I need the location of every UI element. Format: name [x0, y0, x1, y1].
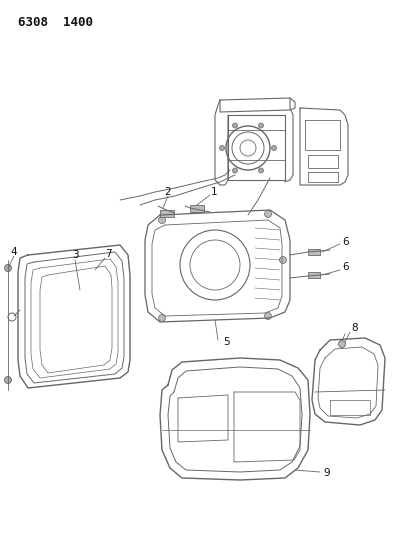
Text: 4: 4 — [11, 247, 17, 257]
Bar — [308, 272, 320, 278]
Circle shape — [4, 376, 11, 384]
Circle shape — [158, 216, 166, 223]
Text: 6308  1400: 6308 1400 — [18, 16, 93, 29]
Circle shape — [339, 341, 346, 348]
Circle shape — [259, 123, 264, 128]
Circle shape — [4, 264, 11, 271]
Bar — [308, 249, 320, 255]
Text: 9: 9 — [324, 468, 330, 478]
Bar — [160, 210, 174, 217]
Circle shape — [8, 313, 16, 321]
Text: 8: 8 — [352, 323, 358, 333]
Bar — [190, 205, 204, 212]
Text: 7: 7 — [105, 249, 111, 259]
Text: 6: 6 — [343, 237, 349, 247]
Text: 2: 2 — [165, 187, 171, 197]
Circle shape — [233, 123, 237, 128]
Text: 1: 1 — [211, 187, 217, 197]
Circle shape — [271, 146, 277, 150]
Text: 5: 5 — [223, 337, 229, 347]
Circle shape — [264, 312, 271, 319]
Text: 6: 6 — [343, 262, 349, 272]
Circle shape — [259, 168, 264, 173]
Circle shape — [264, 211, 271, 217]
Circle shape — [233, 168, 237, 173]
Circle shape — [158, 314, 166, 321]
Text: 3: 3 — [72, 250, 78, 260]
Circle shape — [279, 256, 286, 263]
Circle shape — [220, 146, 224, 150]
